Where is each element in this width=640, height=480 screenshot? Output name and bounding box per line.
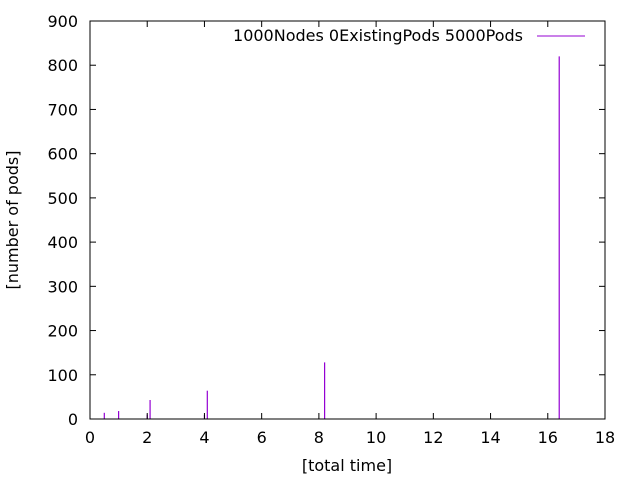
y-tick-label: 300 (47, 277, 78, 296)
legend-label: 1000Nodes 0ExistingPods 5000Pods (233, 26, 523, 45)
y-tick-label: 700 (47, 100, 78, 119)
x-tick-label: 16 (538, 428, 558, 447)
x-tick-label: 2 (142, 428, 152, 447)
x-tick-label: 14 (480, 428, 500, 447)
y-tick-label: 600 (47, 145, 78, 164)
legend: 1000Nodes 0ExistingPods 5000Pods (233, 26, 585, 45)
y-tick-label: 800 (47, 56, 78, 75)
x-tick-labels: 0 2 4 6 8 10 12 14 16 18 (85, 428, 615, 447)
y-tick-label: 500 (47, 189, 78, 208)
x-axis-label: [total time] (302, 456, 392, 475)
y-tick-label: 0 (68, 410, 78, 429)
y-tick-label: 400 (47, 233, 78, 252)
x-tick-label: 10 (366, 428, 386, 447)
axis-ticks (89, 20, 606, 420)
y-tick-labels: 0 100 200 300 400 500 600 700 800 900 (47, 12, 78, 429)
plot-area-frame (89, 20, 606, 420)
y-tick-label: 200 (47, 322, 78, 341)
data-bars (103, 56, 560, 419)
x-tick-label: 0 (85, 428, 95, 447)
y-tick-label: 100 (47, 366, 78, 385)
x-tick-label: 12 (423, 428, 443, 447)
y-axis-label: [number of pods] (3, 151, 22, 290)
x-tick-label: 6 (257, 428, 267, 447)
x-tick-label: 8 (314, 428, 324, 447)
y-tick-label: 900 (47, 12, 78, 31)
x-tick-label: 18 (595, 428, 615, 447)
x-tick-label: 4 (199, 428, 209, 447)
